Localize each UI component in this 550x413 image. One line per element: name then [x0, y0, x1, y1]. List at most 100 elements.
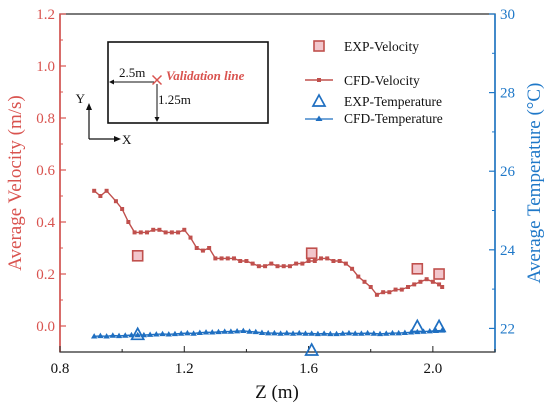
cfd-velocity-point	[350, 266, 355, 271]
inset-y-label: Y	[76, 91, 86, 106]
legend-cfd-velocity-label: CFD-Velocity	[344, 73, 420, 88]
right-tick-label: 28	[500, 86, 515, 102]
cfd-temperature-point	[401, 329, 409, 335]
inset-y-arrow	[86, 103, 92, 110]
x-tick-label: 0.8	[51, 361, 70, 377]
cfd-velocity-point	[287, 264, 292, 269]
exp-velocity-point	[411, 262, 424, 275]
legend-exp-temperature-label: EXP-Temperature	[344, 94, 442, 109]
cfd-temperature-point	[258, 329, 266, 335]
right-tick-label: 22	[500, 321, 515, 337]
cfd-temperature-point	[438, 327, 446, 333]
cfd-temperature-point	[339, 330, 346, 336]
cfd-velocity-point	[387, 290, 392, 295]
cfd-velocity-point	[113, 199, 118, 204]
exp-temperature-point	[130, 326, 146, 341]
cfd-velocity-point	[182, 227, 187, 232]
cfd-velocity-line	[93, 189, 443, 296]
cfd-temperature-point	[420, 328, 427, 334]
cfd-velocity-point	[356, 274, 361, 279]
left-tick-label: 1.2	[36, 7, 55, 23]
cfd-temperature-point	[414, 328, 421, 335]
inset-x-label: X	[122, 132, 132, 147]
x-tick-label: 1.6	[299, 361, 318, 377]
inset-validation-marker	[151, 74, 163, 86]
cfd-temperature-point	[302, 330, 309, 336]
cfd-velocity-point	[381, 290, 386, 295]
cfd-velocity-point	[275, 264, 280, 269]
cfd-temperature-point	[407, 329, 415, 335]
cfd-velocity-point	[188, 235, 193, 240]
left-tick-label: 0.6	[36, 163, 55, 179]
cfd-temperature-point	[426, 327, 433, 334]
legend-exp-velocity-marker	[313, 40, 325, 52]
legend-entry-cfd-velocity: CFD-Velocity	[305, 73, 420, 88]
cfd-temperature-point	[134, 331, 141, 338]
cfd-temperature-point	[122, 332, 129, 338]
cfd-velocity-point	[120, 207, 125, 211]
exp-velocity-point	[131, 250, 144, 262]
cfd-temperature-point	[351, 330, 359, 336]
cfd-velocity-point	[406, 285, 410, 289]
cfd-velocity-point	[163, 230, 168, 235]
inset-dim-vertical-arrow	[154, 117, 160, 122]
left-tick-label: 0.2	[36, 267, 55, 283]
legend: EXP-Velocity CFD-Velocity EXP-Temperatur…	[305, 39, 443, 126]
cfd-velocity-point	[312, 259, 317, 263]
cfd-temperature-point	[358, 330, 365, 336]
cfd-velocity-point	[412, 282, 417, 287]
cfd-velocity-point	[138, 230, 143, 235]
cfd-velocity-point	[294, 261, 299, 266]
cfd-velocity-point	[325, 256, 330, 261]
left-tick-label: 0.0	[36, 319, 55, 335]
cfd-velocity-point	[250, 261, 255, 266]
cfd-velocity-point	[176, 230, 181, 235]
cfd-velocity-point	[244, 259, 249, 263]
cfd-temperature-point	[264, 329, 272, 336]
cfd-temperature-point	[227, 328, 235, 334]
cfd-velocity-point	[219, 256, 224, 261]
cfd-velocity-point	[399, 287, 404, 292]
cfd-temperature-point	[395, 329, 402, 336]
cfd-velocity-point	[437, 282, 442, 287]
cfd-velocity-point	[393, 287, 398, 292]
cfd-temperature-point	[209, 329, 216, 335]
cfd-temperature-point	[146, 331, 154, 337]
cfd-temperature-point	[215, 328, 222, 335]
cfd-velocity-point	[92, 188, 97, 193]
cfd-temperature-point	[271, 329, 278, 336]
cfd-temperature-point	[128, 331, 135, 338]
right-axis-title: Average Temperature (°C)	[524, 83, 545, 284]
cfd-temperature-point	[196, 329, 204, 335]
cfd-velocity-point	[98, 194, 103, 198]
cfd-velocity-point	[281, 264, 286, 269]
series-layer	[90, 188, 447, 356]
inset-validation-label: Validation line	[166, 68, 245, 83]
cfd-velocity-point	[238, 259, 243, 263]
cfd-velocity-point	[194, 246, 199, 250]
cfd-velocity-point	[331, 259, 336, 263]
cfd-temperature-point	[240, 327, 247, 333]
cfd-temperature-point	[246, 328, 253, 334]
inset-dim-horizontal-label: 2.5m	[119, 65, 145, 80]
cfd-velocity-point	[200, 248, 205, 253]
cfd-velocity-point	[225, 256, 230, 261]
legend-exp-temperature-marker	[311, 93, 327, 107]
inset-x-arrow	[114, 136, 121, 142]
cfd-temperature-point	[376, 330, 384, 337]
cfd-temperature-point	[202, 329, 210, 335]
cfd-temperature-point	[165, 331, 172, 337]
cfd-velocity-point	[132, 230, 137, 235]
cfd-temperature-point	[389, 329, 396, 336]
cfd-velocity-point	[256, 264, 261, 269]
cfd-velocity-point	[418, 279, 423, 284]
left-axis-ticks: 0.0 0.2 0.4 0.6 0.8 1.0 1.2	[36, 7, 66, 335]
cfd-temperature-point	[345, 329, 353, 336]
legend-cfd-temperature-marker	[315, 115, 323, 121]
cfd-velocity-point	[151, 227, 156, 232]
exp-temperature-point	[304, 342, 320, 356]
cfd-temperature-point	[177, 330, 185, 336]
cfd-velocity-point	[368, 285, 373, 289]
cfd-temperature-point	[171, 330, 179, 337]
